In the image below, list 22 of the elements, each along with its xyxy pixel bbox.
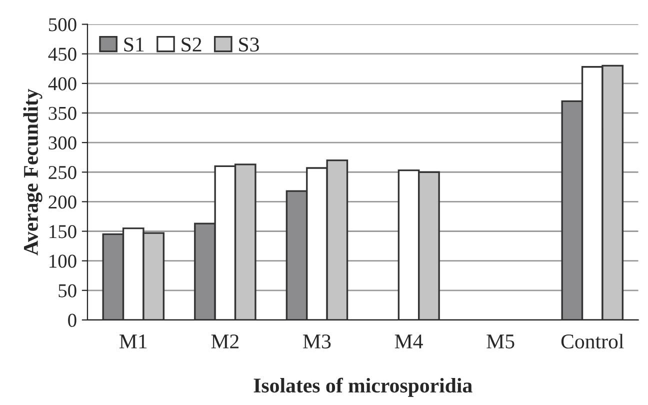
y-axis-title: Average Fecundity [23,88,42,256]
y-tick-label: 100 [50,254,76,268]
y-tick-label: 250 [48,166,76,180]
x-tick-label: M3 [303,334,331,348]
x-tick-label: Control [561,334,624,348]
y-tick-label: 500 [49,18,76,32]
y-tick-label: 150 [50,225,76,238]
legend-label: S2 [182,38,202,52]
legend-label: S3 [239,38,259,52]
x-tick-label: M5 [486,334,514,348]
x-tick-label: M2 [211,334,238,348]
y-tick-label: 300 [48,136,76,150]
y-tick-label: 350 [48,106,76,120]
x-tick-label: M1 [120,334,147,348]
y-tick-label: 0 [68,314,76,327]
y-tick-label: 400 [48,77,76,90]
y-tick-label: 200 [48,196,76,209]
legend-label: S1 [124,38,144,52]
y-tick-label: 50 [58,284,76,298]
x-axis-title: Isolates of microsporidia [254,378,472,397]
x-tick-label: M4 [394,334,423,348]
y-tick-label: 450 [48,48,76,61]
